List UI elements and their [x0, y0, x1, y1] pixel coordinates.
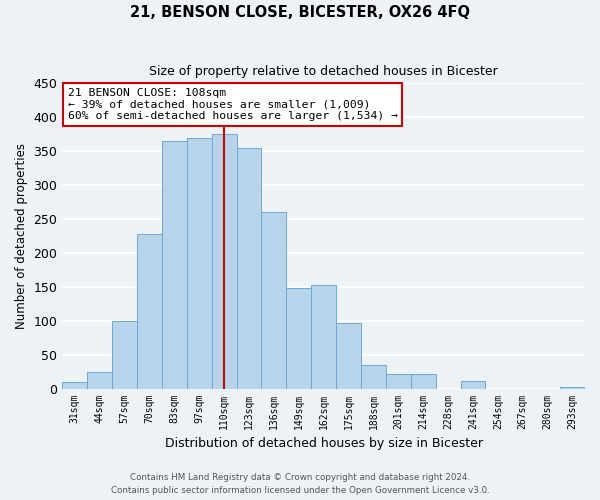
Bar	[212, 134, 236, 388]
Text: 21, BENSON CLOSE, BICESTER, OX26 4FQ: 21, BENSON CLOSE, BICESTER, OX26 4FQ	[130, 5, 470, 20]
Bar	[361, 365, 386, 388]
Bar	[112, 320, 137, 388]
Bar	[236, 148, 262, 388]
Bar	[311, 285, 336, 389]
Bar	[336, 323, 361, 388]
Text: 21 BENSON CLOSE: 108sqm
← 39% of detached houses are smaller (1,009)
60% of semi: 21 BENSON CLOSE: 108sqm ← 39% of detache…	[68, 88, 398, 121]
Bar	[162, 141, 187, 388]
Title: Size of property relative to detached houses in Bicester: Size of property relative to detached ho…	[149, 65, 498, 78]
Bar	[62, 382, 87, 388]
Y-axis label: Number of detached properties: Number of detached properties	[15, 143, 28, 329]
Bar	[137, 234, 162, 388]
Bar	[411, 374, 436, 388]
Bar	[386, 374, 411, 388]
Bar	[262, 212, 286, 388]
Bar	[87, 372, 112, 388]
Bar	[286, 288, 311, 388]
Bar	[560, 387, 585, 388]
Bar	[461, 381, 485, 388]
Text: Contains HM Land Registry data © Crown copyright and database right 2024.
Contai: Contains HM Land Registry data © Crown c…	[110, 474, 490, 495]
Bar	[187, 138, 212, 388]
X-axis label: Distribution of detached houses by size in Bicester: Distribution of detached houses by size …	[164, 437, 482, 450]
